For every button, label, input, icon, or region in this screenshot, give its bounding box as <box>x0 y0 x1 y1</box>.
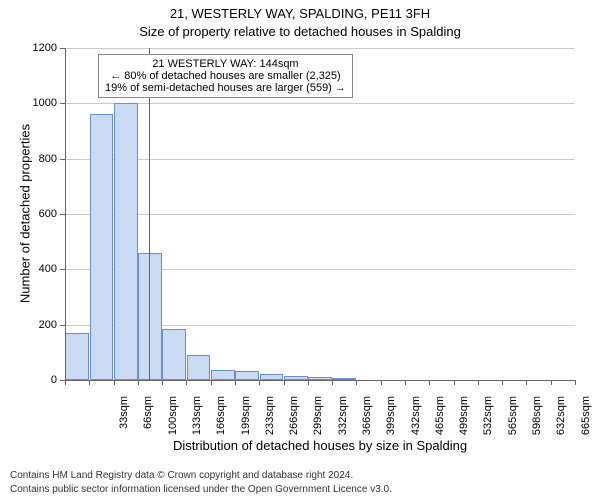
histogram-bar <box>235 371 259 380</box>
footer-line-2: Contains public sector information licen… <box>10 484 392 495</box>
histogram-bar <box>114 103 138 380</box>
chart-title-main: 21, WESTERLY WAY, SPALDING, PE11 3FH <box>0 6 600 21</box>
grid-line <box>65 214 575 215</box>
y-axis-title: Number of detached properties <box>18 114 33 314</box>
y-tick-label: 0 <box>25 374 57 386</box>
annotation-line: 21 WESTERLY WAY: 144sqm <box>105 58 346 70</box>
x-tick-label: 665sqm <box>580 396 592 446</box>
histogram-bar <box>211 370 235 380</box>
chart-container: 21, WESTERLY WAY, SPALDING, PE11 3FH Siz… <box>0 0 600 500</box>
grid-line <box>65 48 575 49</box>
annotation-box: 21 WESTERLY WAY: 144sqm← 80% of detached… <box>98 54 353 98</box>
histogram-bar <box>90 114 114 380</box>
y-tick-label: 1200 <box>25 42 57 54</box>
x-tick <box>575 380 576 385</box>
x-axis-title: Distribution of detached houses by size … <box>65 438 575 453</box>
grid-line <box>65 103 575 104</box>
chart-title-sub: Size of property relative to detached ho… <box>0 24 600 39</box>
histogram-bar <box>162 329 186 380</box>
x-axis-line <box>65 380 575 381</box>
y-axis-line <box>65 48 66 380</box>
y-tick-label: 200 <box>25 319 57 331</box>
histogram-bar <box>187 355 211 380</box>
grid-line <box>65 159 575 160</box>
histogram-bar <box>65 333 89 380</box>
annotation-line: 19% of semi-detached houses are larger (… <box>105 82 346 94</box>
y-tick-label: 1000 <box>25 97 57 109</box>
annotation-line: ← 80% of detached houses are smaller (2,… <box>105 70 346 82</box>
footer-line-1: Contains HM Land Registry data © Crown c… <box>10 470 353 481</box>
